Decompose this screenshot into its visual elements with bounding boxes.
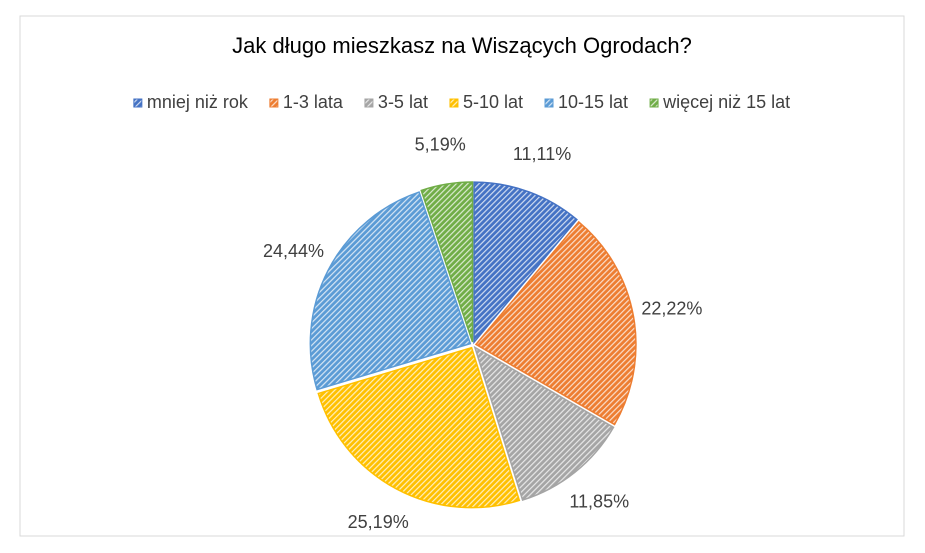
legend-label: mniej niż rok — [147, 92, 249, 112]
legend-swatch — [649, 98, 659, 108]
pie-slice — [474, 220, 637, 426]
pie-slice — [473, 181, 578, 345]
legend-swatch — [449, 98, 459, 108]
pie-slice — [309, 191, 472, 391]
pie-slice — [473, 345, 615, 501]
data-label: 5,19% — [415, 134, 466, 154]
legend-label: 5-10 lat — [463, 92, 523, 112]
legend-label: 10-15 lat — [558, 92, 628, 112]
legend-label: 1-3 lata — [283, 92, 344, 112]
legend-swatch — [133, 98, 143, 108]
chart-title: Jak długo mieszkasz na Wiszących Ogrodac… — [232, 33, 692, 58]
legend-swatch — [269, 98, 279, 108]
pie-slice — [420, 181, 474, 343]
data-label: 25,19% — [348, 512, 409, 532]
data-label: 24,44% — [263, 241, 324, 261]
data-label: 11,11% — [513, 144, 571, 164]
legend-swatch — [364, 98, 374, 108]
data-label: 11,85% — [569, 491, 629, 511]
legend-label: 3-5 lat — [378, 92, 428, 112]
pie-slice — [317, 346, 521, 509]
legend: mniej niż rok 1-3 lata 3-5 lat 5-10 lat 10-1… — [133, 92, 790, 112]
legend-swatch — [544, 98, 554, 108]
data-label: 22,22% — [641, 299, 702, 319]
legend-label: więcej niż 15 lat — [662, 92, 790, 112]
